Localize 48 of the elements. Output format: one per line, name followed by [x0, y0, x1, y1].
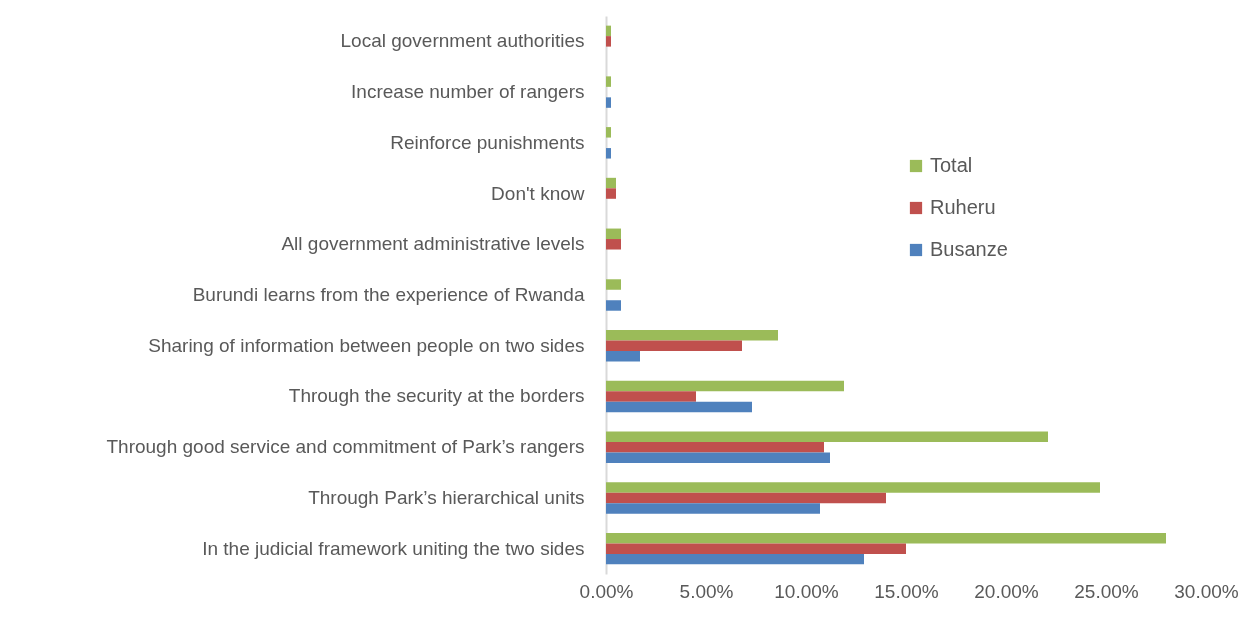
- bar: [606, 482, 1100, 493]
- y-tick-label: Don't know: [491, 182, 585, 204]
- y-tick-label: In the judicial framework uniting the two sides: [202, 537, 585, 559]
- bar: [606, 340, 742, 351]
- legend-label: Total: [930, 154, 973, 176]
- bar: [606, 148, 611, 159]
- x-tick-label: 20.00%: [974, 580, 1039, 602]
- bar: [606, 177, 616, 189]
- x-tick-label: 0.00%: [579, 580, 634, 602]
- bar: [606, 279, 621, 290]
- bar: [606, 503, 820, 514]
- bar: [606, 188, 616, 199]
- y-tick-label: Burundi learns from the experience of Rwanda: [192, 284, 585, 305]
- y-tick-label: Through good service and commitment of Park’s rangers: [106, 436, 585, 458]
- bar: [606, 300, 621, 311]
- y-tick-label: Reinforce punishments: [390, 131, 585, 153]
- bar: [606, 25, 611, 37]
- bar: [606, 492, 886, 504]
- bar: [606, 228, 621, 240]
- x-tick-label: 5.00%: [679, 580, 734, 602]
- bar: [606, 239, 621, 250]
- y-tick-label: Through Park’s hierarchical units: [308, 486, 585, 508]
- bar: [606, 543, 906, 554]
- legend-label: Ruheru: [930, 196, 996, 218]
- x-tick-label: 10.00%: [774, 580, 839, 602]
- bar: [606, 76, 611, 87]
- bar: [606, 330, 778, 341]
- x-tick-label: 30.00%: [1174, 580, 1239, 602]
- bar: [606, 350, 640, 362]
- bar: [606, 452, 830, 463]
- y-tick-label: Through the security at the borders: [288, 385, 585, 407]
- bar: [606, 401, 752, 413]
- legend-label: Busanze: [930, 238, 1008, 260]
- y-tick-label: Local government authorities: [340, 30, 585, 52]
- x-tick-label: 15.00%: [874, 580, 939, 602]
- x-tick-label: 25.00%: [1074, 580, 1139, 602]
- bar: [606, 97, 611, 108]
- bar: [606, 553, 864, 565]
- bar: [606, 36, 611, 47]
- bar: [606, 380, 844, 392]
- bar: [606, 431, 1048, 442]
- bar: [606, 441, 824, 453]
- y-tick-label: Increase number of rangers: [351, 81, 585, 103]
- bar: [606, 127, 611, 138]
- bar: [606, 532, 1166, 544]
- y-tick-label: Sharing of information between people on two sides: [148, 334, 585, 356]
- y-tick-label: All government administrative levels: [281, 233, 585, 255]
- bar: [606, 391, 696, 402]
